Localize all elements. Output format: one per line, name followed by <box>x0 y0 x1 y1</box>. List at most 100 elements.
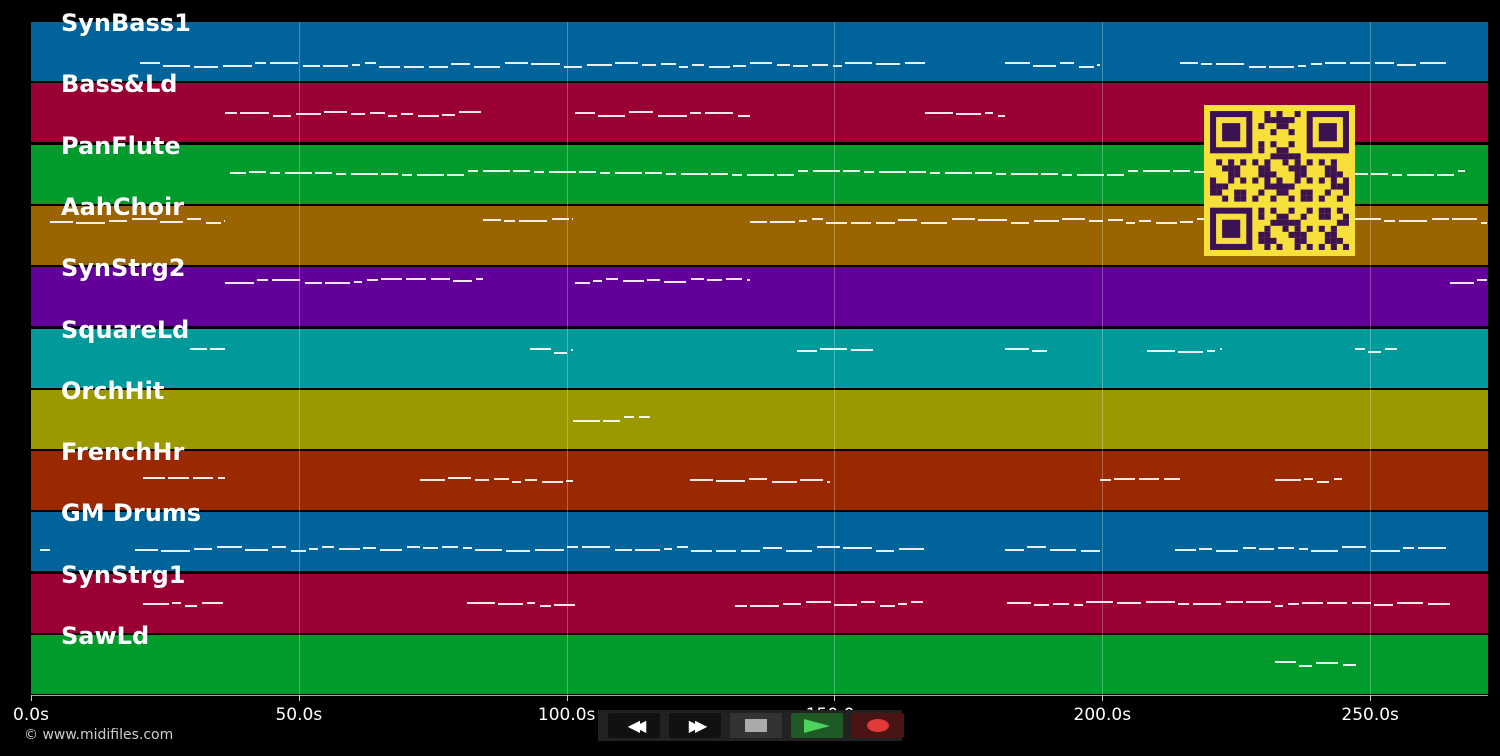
note-segment <box>1418 547 1446 550</box>
note-segment <box>1432 217 1449 220</box>
note-segment <box>143 602 169 605</box>
track-band <box>31 328 1488 388</box>
note-segment <box>750 604 779 607</box>
track-band <box>31 22 1488 81</box>
stop-button[interactable] <box>730 713 782 738</box>
note-segment <box>690 112 701 115</box>
note-segment <box>322 546 334 549</box>
note-segment <box>681 172 708 175</box>
note-segment <box>363 547 376 550</box>
note-segment <box>401 113 413 116</box>
note-segment <box>593 280 602 283</box>
note-segment <box>1278 547 1294 550</box>
note-segment <box>1316 662 1338 664</box>
note-segment <box>225 112 237 115</box>
note-segment <box>572 217 573 220</box>
note-segment <box>1139 478 1159 481</box>
note-segment <box>998 115 1005 118</box>
note-segment <box>474 66 500 68</box>
note-segment <box>1114 478 1135 481</box>
note-segment <box>323 65 348 67</box>
note-segment <box>210 347 225 350</box>
note-segment <box>467 601 495 604</box>
fast-forward-button[interactable]: ▶▶ <box>669 713 721 738</box>
note-segment <box>365 62 376 64</box>
track-label: SynBass1 <box>61 9 191 37</box>
note-segment <box>575 112 595 115</box>
note-segment <box>567 546 578 549</box>
track-label: SynStrg2 <box>61 254 186 283</box>
note-segment <box>339 548 360 551</box>
note-segment <box>692 64 704 66</box>
note-segment <box>1173 169 1190 172</box>
note-segment <box>1199 548 1212 551</box>
note-segment <box>799 219 807 222</box>
note-segment <box>1397 601 1423 604</box>
note-segment <box>1374 603 1393 606</box>
note-segment <box>1452 217 1477 220</box>
note-segment <box>379 66 400 68</box>
note-segment <box>851 348 873 351</box>
note-segment <box>1027 546 1046 549</box>
note-segment <box>876 221 895 224</box>
note-segment <box>1079 66 1094 68</box>
note-segment <box>1107 173 1124 176</box>
note-segment <box>442 546 458 549</box>
note-segment <box>1041 172 1058 175</box>
note-segment <box>741 550 760 553</box>
note-segment <box>272 546 286 549</box>
note-segment <box>1259 548 1274 551</box>
note-segment <box>388 115 397 118</box>
note-segment <box>726 278 742 281</box>
track-band <box>31 451 1488 511</box>
note-segment <box>270 171 280 174</box>
note-segment <box>899 548 924 551</box>
record-button[interactable] <box>852 713 904 738</box>
note-segment <box>735 604 747 607</box>
note-segment <box>798 169 808 172</box>
note-segment <box>1371 550 1400 553</box>
note-segment <box>843 169 860 172</box>
rewind-button[interactable]: ◀◀ <box>608 713 660 738</box>
axis-tick <box>834 695 836 701</box>
note-segment <box>429 66 448 68</box>
note-segment <box>1458 169 1465 172</box>
note-segment <box>898 602 907 605</box>
note-segment <box>554 603 575 606</box>
note-segment <box>1194 170 1204 173</box>
note-segment <box>1275 604 1283 607</box>
note-segment <box>691 550 712 553</box>
note-segment <box>1178 602 1189 605</box>
note-segment <box>909 170 926 173</box>
note-segment <box>218 477 225 480</box>
note-segment <box>1384 219 1395 222</box>
note-segment <box>1334 478 1342 481</box>
note-segment <box>1032 349 1047 352</box>
note-segment <box>257 279 268 282</box>
note-segment <box>770 220 795 223</box>
note-segment <box>1086 600 1113 603</box>
axis-tick-label: 250.0s <box>1341 705 1399 725</box>
track-label: PanFlute <box>61 131 181 160</box>
note-segment <box>879 170 906 173</box>
note-segment <box>598 115 625 118</box>
note-segment <box>738 115 750 118</box>
note-segment <box>535 549 564 552</box>
note-segment <box>525 479 537 482</box>
track-band <box>31 267 1488 327</box>
note-segment <box>1311 550 1338 553</box>
note-segment <box>272 279 300 282</box>
note-segment <box>451 63 470 65</box>
note-segment <box>812 64 828 66</box>
play-button[interactable] <box>791 713 843 738</box>
note-segment <box>1327 601 1347 604</box>
note-segment <box>163 65 190 67</box>
transport-controls: ◀◀ ▶▶ <box>598 710 904 741</box>
note-segment <box>1077 173 1104 176</box>
note-segment <box>978 218 1007 221</box>
gridline <box>1102 22 1104 696</box>
note-segment <box>1375 62 1394 64</box>
note-segment <box>40 549 50 552</box>
note-segment <box>223 65 252 67</box>
note-segment <box>475 549 502 552</box>
